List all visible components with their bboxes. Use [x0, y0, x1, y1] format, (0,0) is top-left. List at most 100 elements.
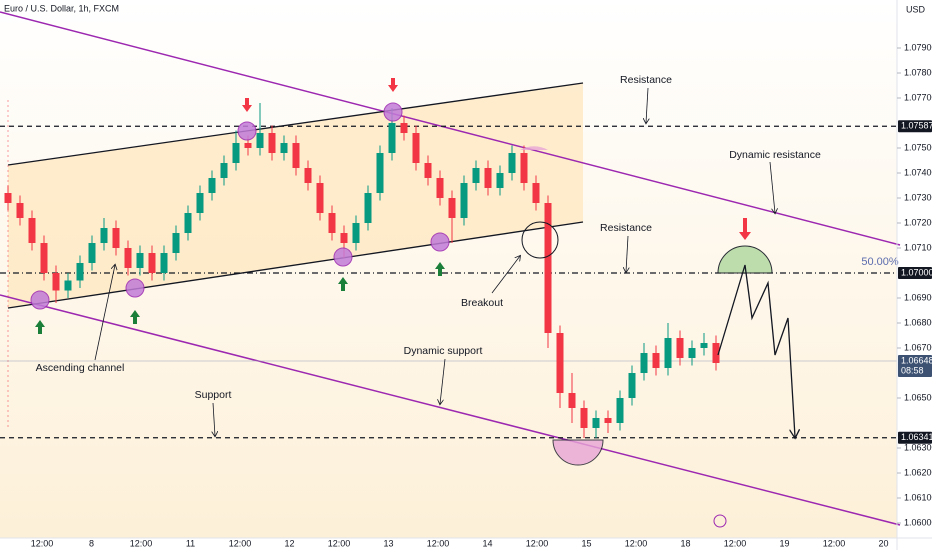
candle-body	[640, 353, 648, 373]
candle-body	[544, 203, 552, 333]
candle-body	[100, 228, 108, 243]
down-arrow	[739, 218, 751, 240]
level-label: 1.06341	[901, 432, 932, 442]
up-arrow	[130, 310, 140, 324]
candle-body	[436, 178, 444, 198]
y-tick-label: 1.06900	[904, 292, 932, 302]
candle-body	[400, 123, 408, 133]
candle-body	[76, 263, 84, 281]
pivot	[430, 232, 450, 252]
candle-body	[616, 398, 624, 423]
leader	[491, 256, 520, 294]
dynamic-support-line	[0, 294, 901, 526]
y-tick-label: 1.07900	[904, 42, 932, 52]
candle-body	[376, 153, 384, 193]
annotation: Dynamic support	[404, 345, 483, 357]
candle-body	[4, 193, 12, 203]
candle-body	[448, 198, 456, 218]
candle-body	[40, 243, 48, 273]
candle-body	[652, 353, 660, 368]
candle-body	[64, 280, 72, 291]
annotation: Dynamic resistance	[729, 149, 821, 161]
y-tick-label: 1.07500	[904, 142, 932, 152]
candle-body	[292, 143, 300, 168]
candle-body	[628, 373, 636, 398]
y-tick-label: 1.06000	[904, 517, 932, 527]
leader	[646, 87, 648, 123]
leader	[626, 235, 628, 272]
annotation: Resistance	[620, 74, 672, 86]
candle-body	[184, 213, 192, 233]
candle-body	[136, 253, 144, 268]
dynamic-resistance-line	[0, 11, 901, 246]
y-tick-label: 1.06300	[904, 442, 932, 452]
fib-label: 50.00%	[861, 256, 899, 268]
y-tick-label: 1.06500	[904, 392, 932, 402]
x-tick-label: 12:00	[427, 538, 450, 548]
candle-body	[472, 168, 480, 183]
candle-body	[16, 203, 24, 218]
x-tick-label: 12:00	[130, 538, 153, 548]
candle-body	[148, 253, 156, 273]
candle-body	[316, 183, 324, 213]
flash-icon[interactable]	[713, 514, 727, 528]
x-tick-label: 11	[186, 538, 195, 548]
x-tick-label: 12:00	[31, 538, 54, 548]
down-arrow	[242, 98, 252, 112]
y-tick-label: 1.06800	[904, 317, 932, 327]
candle-body	[256, 133, 264, 148]
leader	[213, 402, 215, 436]
annotation: Resistance	[600, 222, 652, 234]
candle-body	[676, 338, 684, 358]
candle-body	[604, 418, 612, 423]
candle-body	[28, 218, 36, 243]
candle-body	[712, 343, 720, 363]
candle-body	[340, 233, 348, 243]
candle-body	[172, 233, 180, 253]
up-arrow	[435, 262, 445, 276]
candle-body	[232, 143, 240, 163]
annotation: Support	[195, 389, 232, 401]
leader	[440, 358, 446, 404]
candle-body	[244, 143, 252, 148]
candle-body	[592, 418, 600, 428]
candle-body	[352, 223, 360, 243]
y-tick-label: 1.06100	[904, 492, 932, 502]
y-tick-label: 1.07200	[904, 217, 932, 227]
candle-body	[52, 273, 60, 291]
candle-body	[424, 163, 432, 178]
x-tick-label: 12	[284, 538, 294, 548]
y-tick-label: 1.06700	[904, 342, 932, 352]
level-label: 1.07000	[901, 267, 932, 277]
x-tick-label: 13	[383, 538, 393, 548]
candle-body	[556, 333, 564, 393]
y-tick-label: 1.07700	[904, 92, 932, 102]
candle-body	[88, 243, 96, 263]
target-arc	[717, 245, 773, 274]
up-arrow	[35, 320, 45, 334]
level-label: 1.06648	[901, 355, 932, 365]
y-tick-label: 1.06200	[904, 467, 932, 477]
candle-body	[304, 168, 312, 183]
level-label: 1.07587	[901, 121, 932, 131]
annotation: Breakout	[461, 297, 503, 309]
x-tick-label: 12:00	[625, 538, 648, 548]
breakout-circle	[521, 221, 559, 259]
candle-body	[688, 348, 696, 358]
candle-body	[460, 183, 468, 218]
x-tick-label: 12:00	[724, 538, 747, 548]
level-label-box	[898, 431, 932, 444]
candle-body	[508, 153, 516, 173]
x-tick-label: 15	[581, 538, 591, 548]
candle-body	[580, 408, 588, 428]
x-tick-label: 20	[878, 538, 888, 548]
candle-body	[484, 168, 492, 188]
x-tick-label: 12:00	[229, 538, 252, 548]
level-label-box	[898, 355, 932, 377]
level-label-box	[898, 120, 932, 133]
candle-body	[496, 173, 504, 188]
candle-body	[220, 163, 228, 178]
y-tick-label: 1.07100	[904, 242, 932, 252]
x-tick-label: 12:00	[526, 538, 549, 548]
